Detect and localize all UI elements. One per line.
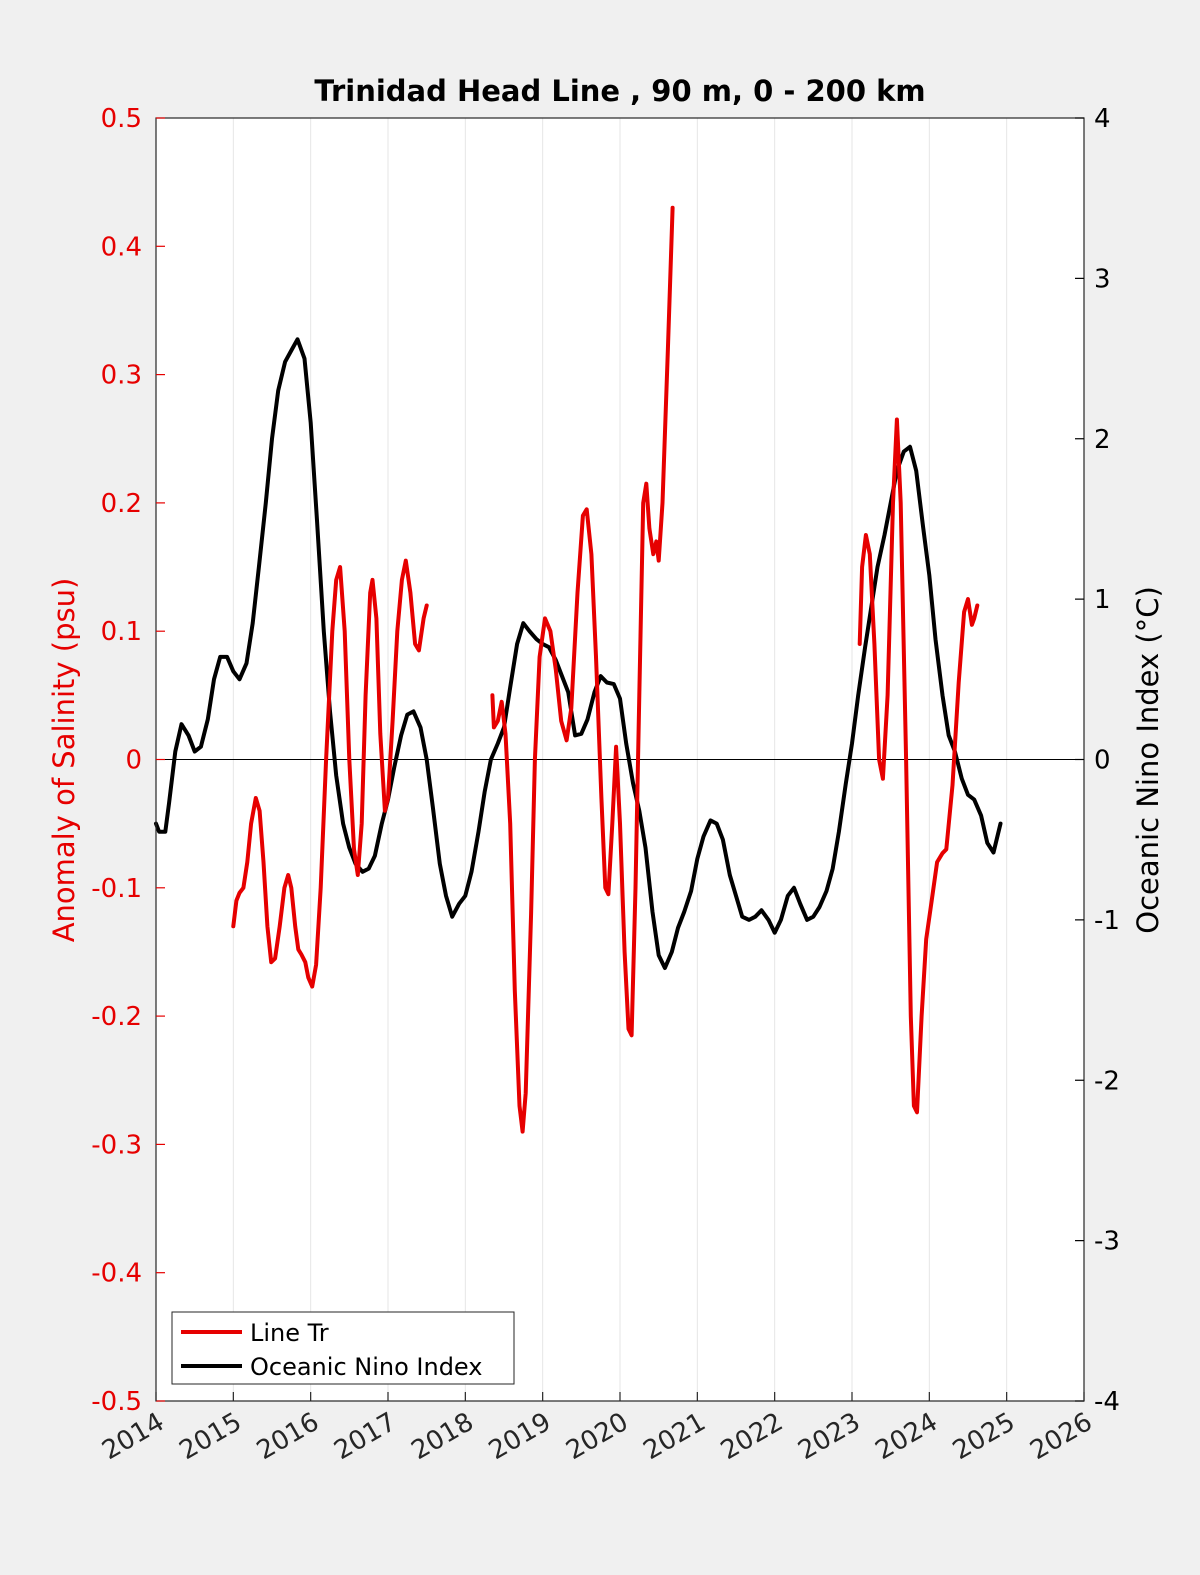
- right-tick-label-4: 4: [1094, 104, 1111, 134]
- left-axis: 0.5 0.4 0.3 0.2 0.1 0 -0.1 -0.2 -0.3 -0.4 -0.5: [91, 104, 165, 1417]
- legend: Line Tr Oceanic Nino Index: [171, 1311, 515, 1385]
- left-tick-label-0.2: 0.2: [101, 489, 142, 519]
- legend-box: [171, 1311, 515, 1385]
- left-axis-label: Anomaly of Salinity (psu): [47, 578, 81, 943]
- left-tick-label--0.5: -0.5: [91, 1387, 142, 1417]
- left-tick-label--0.4: -0.4: [91, 1259, 142, 1289]
- left-tick-label-0.5: 0.5: [101, 104, 142, 134]
- series-line-tr-segment-3: [857, 417, 980, 1115]
- left-tick-label--0.2: -0.2: [91, 1002, 142, 1032]
- right-tick-label--1: -1: [1094, 906, 1120, 936]
- right-tick-label-3: 3: [1094, 264, 1111, 294]
- right-tick-label-0: 0: [1094, 746, 1111, 776]
- left-tick-label--0.1: -0.1: [91, 874, 142, 904]
- series-oceanic-nino-index-segment-1: [154, 337, 1003, 970]
- left-tick-label-0: 0: [125, 746, 142, 776]
- left-tick-label-0.1: 0.1: [101, 617, 142, 647]
- chart-title: Trinidad Head Line , 90 m, 0 - 200 km: [314, 74, 925, 108]
- right-tick-label--4: -4: [1094, 1387, 1120, 1417]
- right-tick-label-1: 1: [1094, 585, 1111, 615]
- series-layer: [154, 205, 1003, 1134]
- left-tick-label-0.4: 0.4: [101, 232, 142, 262]
- legend-label-line-tr: Line Tr: [250, 1319, 329, 1347]
- right-tick-label--3: -3: [1094, 1227, 1120, 1257]
- right-tick-label-2: 2: [1094, 425, 1111, 455]
- left-tick-label-0.3: 0.3: [101, 361, 142, 391]
- legend-label-oni: Oceanic Nino Index: [250, 1353, 482, 1381]
- series-line-tr-segment-2: [490, 205, 675, 1134]
- right-axis-label: Oceanic Nino Index (°C): [1131, 586, 1165, 934]
- right-tick-label--2: -2: [1094, 1066, 1120, 1096]
- series-line-tr-segment-1: [231, 558, 429, 989]
- right-axis: 4 3 2 1 0 -1 -2 -3 -4: [1075, 104, 1120, 1417]
- left-tick-label--0.3: -0.3: [91, 1130, 142, 1160]
